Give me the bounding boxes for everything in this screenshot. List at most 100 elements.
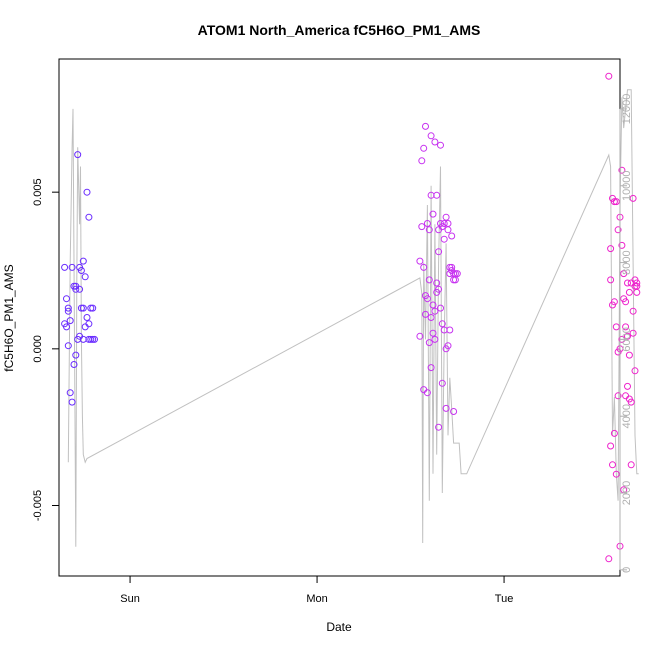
- data-point: [633, 288, 641, 296]
- data-point: [610, 429, 618, 437]
- data-point: [618, 166, 626, 174]
- data-point: [448, 263, 456, 271]
- data-point: [72, 351, 80, 359]
- data-point: [63, 295, 70, 303]
- data-point: [605, 72, 613, 80]
- data-point: [622, 392, 630, 400]
- data-point: [87, 335, 95, 343]
- data-point: [605, 555, 613, 563]
- data-point: [83, 314, 91, 321]
- data-point: [612, 470, 620, 478]
- data-point: [431, 138, 439, 146]
- chart-title: ATOM1 North_America fC5H6O_PM1_AMS: [198, 22, 481, 38]
- data-point: [438, 379, 446, 387]
- data-point: [416, 257, 424, 265]
- data-point: [83, 188, 91, 196]
- data-point: [423, 220, 431, 227]
- data-point: [64, 307, 72, 315]
- data-point: [440, 235, 448, 243]
- data-point: [624, 279, 631, 287]
- data-point: [427, 364, 435, 372]
- data-point: [89, 304, 97, 312]
- x-tick-label: Tue: [495, 593, 514, 605]
- data-point: [440, 220, 448, 227]
- data-point: [85, 335, 93, 343]
- x-axis-label: Date: [326, 620, 352, 634]
- data-point: [633, 282, 641, 290]
- y-axis: -0.005 0.000 0.005: [32, 178, 60, 521]
- data-point: [631, 367, 639, 375]
- data-point: [607, 442, 615, 450]
- data-point: [77, 267, 85, 274]
- data-point: [625, 288, 633, 296]
- data-point: [68, 398, 76, 406]
- data-point: [435, 285, 443, 293]
- data-point: [431, 335, 439, 343]
- x-axis: Sun Mon Tue: [120, 575, 514, 605]
- data-point: [433, 279, 441, 287]
- data-point: [629, 329, 637, 337]
- data-point: [450, 408, 458, 415]
- y2-tick-label: 4000: [621, 404, 633, 428]
- data-point: [435, 423, 443, 431]
- data-point: [423, 295, 431, 303]
- data-point: [618, 241, 626, 249]
- data-point: [66, 389, 74, 397]
- data-point: [61, 263, 69, 271]
- data-point: [607, 245, 615, 253]
- data-point: [429, 329, 437, 337]
- data-point: [448, 232, 456, 240]
- data-point: [77, 304, 85, 312]
- data-point: [622, 298, 630, 306]
- data-point: [422, 122, 429, 130]
- data-point: [81, 273, 89, 281]
- y2-axis: 0 2000 4000 6000 8000 10000 12000: [619, 94, 633, 573]
- y-tick-label: 0.005: [32, 178, 44, 206]
- data-point: [629, 307, 637, 315]
- data-point: [420, 263, 428, 271]
- data-point: [627, 461, 635, 469]
- y2-tick-label: 2000: [621, 481, 633, 505]
- data-point: [612, 198, 620, 206]
- y2-tick-label: 0: [621, 567, 633, 573]
- data-point: [625, 351, 633, 359]
- y2-tick-label: 8000: [621, 250, 633, 274]
- data-point: [451, 270, 459, 278]
- data-point: [74, 151, 82, 159]
- data-point: [425, 226, 433, 234]
- data-point: [68, 263, 76, 271]
- data-point: [620, 270, 628, 278]
- data-point: [418, 157, 426, 165]
- data-point: [629, 194, 637, 202]
- data-point: [85, 320, 93, 328]
- data-point: [446, 326, 454, 334]
- data-point: [79, 257, 87, 265]
- data-point: [431, 307, 439, 315]
- data-point: [444, 342, 452, 350]
- data-point: [427, 132, 435, 140]
- data-point: [437, 141, 444, 149]
- data-point: [425, 339, 433, 347]
- data-point: [610, 298, 618, 306]
- data-point: [631, 276, 639, 284]
- data-point: [425, 276, 433, 284]
- secondary-series-line: [67, 89, 639, 547]
- data-point: [420, 144, 428, 152]
- data-point: [612, 323, 620, 331]
- data-point: [624, 382, 631, 390]
- data-point: [625, 395, 633, 403]
- data-point: [607, 276, 615, 284]
- secondary-line-series: [67, 89, 639, 547]
- y-tick-label: -0.005: [32, 490, 44, 521]
- data-point: [614, 392, 622, 400]
- data-point: [429, 210, 437, 218]
- data-point: [442, 404, 450, 412]
- data-point: [427, 314, 435, 321]
- data-point: [442, 213, 450, 221]
- data-point: [614, 226, 622, 234]
- data-point: [79, 304, 87, 312]
- data-point: [610, 198, 618, 206]
- data-point: [64, 342, 72, 350]
- data-point: [64, 304, 72, 312]
